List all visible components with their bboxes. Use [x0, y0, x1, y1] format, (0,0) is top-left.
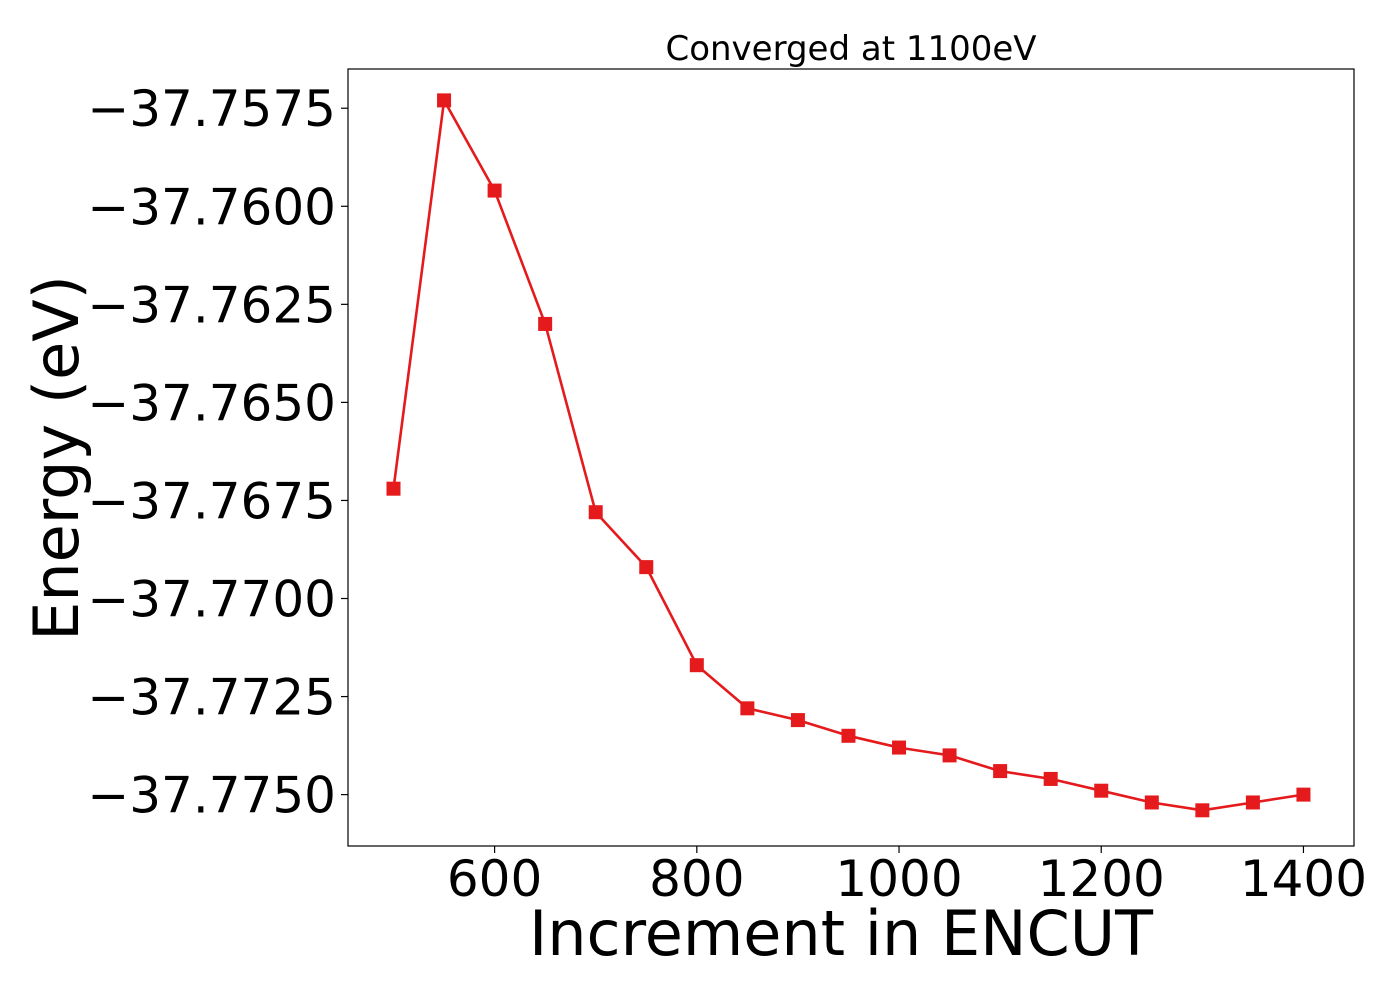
data-point-marker [1094, 783, 1109, 798]
y-tick-label: −37.7700 [87, 571, 336, 629]
data-point-marker [1195, 803, 1210, 818]
x-axis-label: Increment in ENCUT [529, 897, 1154, 970]
y-axis-label: Energy (eV) [20, 275, 93, 641]
x-tick-label: 1000 [835, 850, 962, 908]
data-point-marker [538, 316, 553, 331]
data-point-marker [740, 701, 755, 716]
data-point-marker [588, 505, 603, 520]
data-point-marker [689, 658, 704, 673]
data-point-marker [892, 740, 907, 755]
x-tick-label: 1400 [1240, 850, 1367, 908]
chart-title: Converged at 1100eV [665, 29, 1036, 69]
data-point-marker [437, 93, 452, 108]
data-point-marker [487, 183, 502, 198]
x-tick-label: 1200 [1038, 850, 1165, 908]
y-tick-label: −37.7725 [87, 669, 336, 727]
data-point-marker [386, 481, 401, 496]
data-point-marker [993, 764, 1008, 779]
data-point-marker [639, 560, 654, 575]
y-axis: −37.7575 −37.7600 −37.7625 −37.7650 −37.7675… [87, 80, 348, 825]
series-line [392, 99, 1304, 812]
y-tick-label: −37.7600 [87, 178, 336, 236]
data-point-marker [1245, 795, 1260, 810]
y-tick-label: −37.7575 [87, 80, 336, 138]
y-tick-label: −37.7750 [87, 767, 336, 825]
series-group [386, 93, 1311, 818]
data-point-marker [1043, 771, 1058, 786]
x-tick-label: 800 [649, 850, 744, 908]
data-point-marker [1296, 787, 1311, 802]
data-point-marker [790, 713, 805, 728]
y-tick-label: −37.7650 [87, 374, 336, 432]
y-tick-label: −37.7625 [87, 276, 336, 334]
data-point-marker [1144, 795, 1159, 810]
y-tick-label: −37.7675 [87, 472, 336, 530]
x-tick-label: 600 [447, 850, 542, 908]
x-axis: 600 800 1000 1200 1400 [447, 846, 1367, 908]
data-point-marker [841, 728, 856, 743]
data-point-marker [942, 748, 957, 763]
plot-frame [347, 68, 1355, 847]
